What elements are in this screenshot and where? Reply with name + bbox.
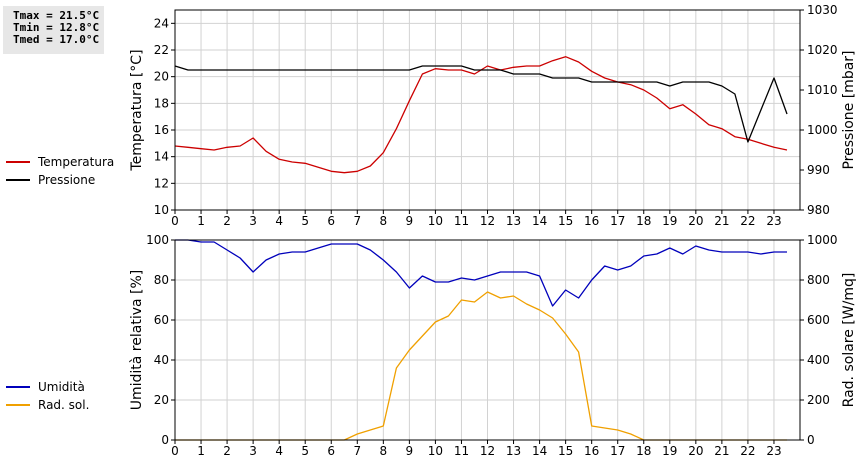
x-tick-label: 6 <box>327 214 335 228</box>
x-tick-label: 15 <box>558 444 573 458</box>
y-tick-label: 0 <box>161 433 169 447</box>
y2-axis-label: Rad. solare [W/mq] <box>841 273 857 408</box>
x-tick-label: 18 <box>636 444 651 458</box>
x-tick-label: 22 <box>740 214 755 228</box>
y-tick-label: 10 <box>154 203 169 217</box>
x-tick-label: 10 <box>428 214 443 228</box>
x-tick-label: 21 <box>714 444 729 458</box>
y2-tick-label: 1000 <box>807 123 838 137</box>
y2-tick-label: 990 <box>807 163 830 177</box>
y2-tick-label: 1010 <box>807 83 838 97</box>
x-tick-label: 20 <box>688 444 703 458</box>
y-tick-label: 20 <box>154 70 169 84</box>
x-tick-label: 7 <box>353 444 361 458</box>
x-tick-label: 5 <box>301 444 309 458</box>
x-tick-label: 0 <box>171 214 179 228</box>
y2-tick-label: 800 <box>807 273 830 287</box>
x-tick-label: 9 <box>406 214 414 228</box>
x-tick-label: 8 <box>380 214 388 228</box>
x-tick-label: 12 <box>480 214 495 228</box>
y-axis-label: Umidità relativa [%] <box>129 270 145 411</box>
series-line-Umidità <box>175 239 787 307</box>
tmax-label: Tmax = 21.5°C <box>13 9 100 22</box>
y-tick-label: 14 <box>154 150 169 164</box>
x-tick-label: 6 <box>327 444 335 458</box>
x-tick-label: 4 <box>275 214 283 228</box>
x-tick-label: 17 <box>610 444 625 458</box>
tmin-label: Tmin = 12.8°C <box>13 21 100 34</box>
x-tick-label: 2 <box>223 444 231 458</box>
x-tick-label: 7 <box>353 214 361 228</box>
x-tick-label: 11 <box>454 444 469 458</box>
y-tick-label: 16 <box>154 123 169 137</box>
x-tick-label: 16 <box>584 444 599 458</box>
legend-label: Rad. sol. <box>38 398 89 412</box>
x-tick-label: 23 <box>766 444 781 458</box>
y-tick-label: 18 <box>154 96 169 110</box>
x-tick-label: 0 <box>171 444 179 458</box>
x-tick-label: 10 <box>428 444 443 458</box>
legend-label: Pressione <box>38 173 95 187</box>
x-tick-label: 17 <box>610 214 625 228</box>
y-tick-label: 40 <box>154 353 169 367</box>
series-line-Temperatura <box>174 56 788 174</box>
y-tick-label: 22 <box>154 43 169 57</box>
x-tick-label: 14 <box>532 444 547 458</box>
x-tick-label: 15 <box>558 214 573 228</box>
x-tick-label: 19 <box>662 444 677 458</box>
x-tick-label: 14 <box>532 214 547 228</box>
x-tick-label: 18 <box>636 214 651 228</box>
y2-tick-label: 400 <box>807 353 830 367</box>
legend-label: Umidità <box>38 380 85 394</box>
x-tick-label: 3 <box>249 214 257 228</box>
y2-tick-label: 1030 <box>807 3 838 17</box>
y2-tick-label: 980 <box>807 203 830 217</box>
x-tick-label: 16 <box>584 214 599 228</box>
x-tick-label: 22 <box>740 444 755 458</box>
x-tick-label: 20 <box>688 214 703 228</box>
y-tick-label: 20 <box>154 393 169 407</box>
y-axis-label: Temperatura [°C] <box>129 49 145 171</box>
x-tick-label: 8 <box>380 444 388 458</box>
x-tick-label: 12 <box>480 444 495 458</box>
x-tick-label: 23 <box>766 214 781 228</box>
x-tick-label: 4 <box>275 444 283 458</box>
y-tick-label: 60 <box>154 313 169 327</box>
x-tick-label: 21 <box>714 214 729 228</box>
x-tick-label: 19 <box>662 214 677 228</box>
y2-tick-label: 1020 <box>807 43 838 57</box>
y2-tick-label: 0 <box>807 433 815 447</box>
y2-tick-label: 1000 <box>807 233 838 247</box>
x-tick-label: 9 <box>406 444 414 458</box>
x-tick-label: 1 <box>197 214 205 228</box>
y-tick-label: 12 <box>154 176 169 190</box>
stats-box: Tmax = 21.5°C Tmin = 12.8°C Tmed = 17.0°… <box>3 6 104 54</box>
x-tick-label: 1 <box>197 444 205 458</box>
y2-axis-label: Pressione [mbar] <box>841 50 857 169</box>
x-tick-label: 3 <box>249 444 257 458</box>
series-line-Rad. sol. <box>175 291 787 441</box>
x-tick-label: 5 <box>301 214 309 228</box>
legend-label: Temperatura <box>37 155 114 169</box>
x-tick-label: 2 <box>223 214 231 228</box>
y-tick-label: 80 <box>154 273 169 287</box>
y-tick-label: 100 <box>146 233 169 247</box>
x-tick-label: 11 <box>454 214 469 228</box>
tmed-label: Tmed = 17.0°C <box>13 33 100 46</box>
y2-tick-label: 600 <box>807 313 830 327</box>
series-line-Pressione <box>174 65 788 143</box>
x-tick-label: 13 <box>506 444 521 458</box>
y2-tick-label: 200 <box>807 393 830 407</box>
x-tick-label: 13 <box>506 214 521 228</box>
y-tick-label: 24 <box>154 16 169 30</box>
